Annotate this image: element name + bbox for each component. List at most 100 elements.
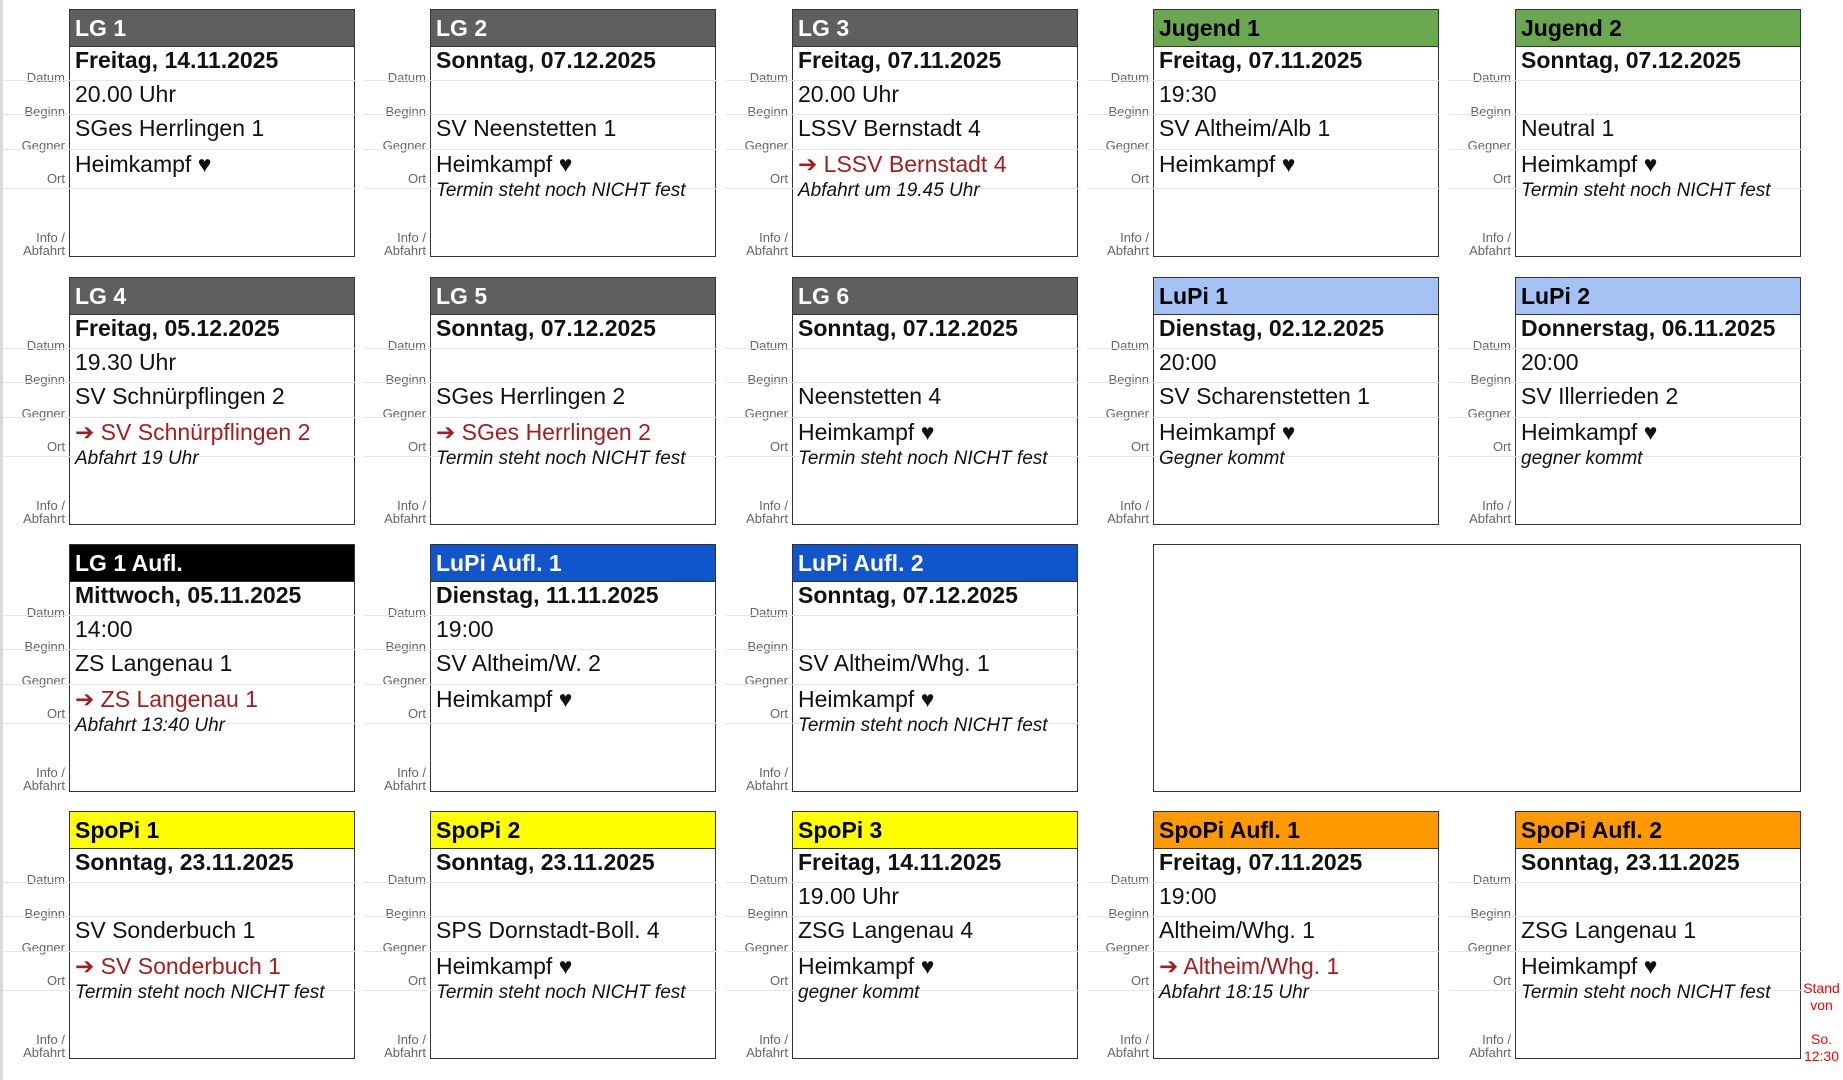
- label-beginn: Beginn: [1470, 906, 1511, 921]
- team-block: Datum Beginn Gegner Ort Info / Abfahrt LG 1 F…: [0, 9, 356, 257]
- label-ort: Ort: [407, 439, 426, 454]
- label-info: Info /: [397, 230, 426, 245]
- beginn-value: 19:30: [1159, 81, 1217, 107]
- label-info: Info /: [759, 498, 788, 513]
- ort-value: Heimkampf ♥: [1521, 953, 1658, 979]
- team-card: LG 6 Sonntag, 07.12.2025 Neenstetten 4 H…: [726, 277, 1079, 525]
- ort-value: ➔ SV Schnürpflingen 2: [75, 419, 311, 445]
- gegner-value: SGes Herrlingen 1: [75, 115, 265, 141]
- team-name: LG 1: [70, 10, 354, 47]
- datum-value: Freitag, 14.11.2025: [798, 849, 1002, 875]
- ort-value: Heimkampf ♥: [1521, 419, 1658, 445]
- label-gegner: Gegner: [1105, 138, 1149, 153]
- ort-value: Heimkampf ♥: [1159, 419, 1296, 445]
- ort-value: Heimkampf ♥: [436, 953, 573, 979]
- gegner-value: SV Illerrieden 2: [1521, 383, 1679, 409]
- label-abfahrt: Abfahrt: [1469, 511, 1511, 526]
- label-info: Info /: [36, 1032, 65, 1047]
- label-gegner: Gegner: [382, 406, 426, 421]
- label-datum: Datum: [387, 70, 426, 85]
- info-value: Abfahrt 19 Uhr: [75, 448, 199, 469]
- label-gegner: Gegner: [21, 673, 65, 688]
- beginn-value: 20.00 Uhr: [75, 81, 177, 107]
- ort-value: Heimkampf ♥: [798, 419, 935, 445]
- label-abfahrt: Abfahrt: [746, 511, 788, 526]
- team-card: Jugend 1 Freitag, 07.11.2025 19:30 SV Al…: [1087, 9, 1440, 257]
- label-datum: Datum: [1110, 70, 1149, 85]
- datum-value: Freitag, 07.11.2025: [798, 47, 1002, 73]
- label-abfahrt: Abfahrt: [384, 243, 426, 258]
- team-name: LuPi Aufl. 1: [431, 545, 715, 582]
- team-card: LG 4 Freitag, 05.12.2025 19.30 Uhr SV Sc…: [3, 277, 356, 525]
- info-value: Termin steht noch NICHT fest: [1521, 982, 1771, 1003]
- label-gegner: Gegner: [382, 138, 426, 153]
- label-gegner: Gegner: [744, 138, 788, 153]
- gegner-value: SGes Herrlingen 2: [436, 383, 626, 409]
- ort-value: Heimkampf ♥: [75, 151, 212, 177]
- info-value: Gegner kommt: [1159, 448, 1285, 469]
- ort-value: Heimkampf ♥: [1521, 151, 1658, 177]
- team-block: Datum Beginn Gegner Ort Info / Abfahrt SpoPi …: [1446, 811, 1802, 1059]
- team-card: SpoPi 3 Freitag, 14.11.2025 19.00 Uhr ZS…: [726, 811, 1079, 1059]
- label-gegner: Gegner: [382, 940, 426, 955]
- label-gegner: Gegner: [21, 940, 65, 955]
- info-value: Termin steht noch NICHT fest: [436, 982, 686, 1003]
- beginn-value: 20:00: [1159, 349, 1217, 375]
- label-datum: Datum: [749, 338, 788, 353]
- label-datum: Datum: [26, 338, 65, 353]
- ort-value: ➔ Altheim/Whg. 1: [1159, 953, 1340, 979]
- team-name: SpoPi 2: [431, 812, 715, 849]
- datum-value: Sonntag, 07.12.2025: [436, 47, 656, 73]
- datum-value: Mittwoch, 05.11.2025: [75, 582, 302, 608]
- team-name: LG 2: [431, 10, 715, 47]
- datum-value: Sonntag, 23.11.2025: [436, 849, 655, 875]
- team-card: LuPi Aufl. 2 Sonntag, 07.12.2025 SV Alth…: [726, 544, 1079, 792]
- label-datum: Datum: [26, 605, 65, 620]
- info-value: gegner kommt: [798, 982, 920, 1003]
- team-name: SpoPi Aufl. 2: [1516, 812, 1800, 849]
- label-gegner: Gegner: [1105, 940, 1149, 955]
- label-info: Info /: [1120, 498, 1149, 513]
- info-value: Termin steht noch NICHT fest: [75, 982, 325, 1003]
- label-beginn: Beginn: [1108, 372, 1149, 387]
- label-gegner: Gegner: [382, 673, 426, 688]
- label-beginn: Beginn: [24, 639, 65, 654]
- label-ort: Ort: [769, 706, 788, 721]
- label-gegner: Gegner: [21, 406, 65, 421]
- gegner-value: Neenstetten 4: [798, 383, 942, 409]
- team-name: LuPi 2: [1516, 278, 1800, 315]
- ort-value: Heimkampf ♥: [436, 686, 573, 712]
- label-info: Info /: [1120, 1032, 1149, 1047]
- label-datum: Datum: [1110, 338, 1149, 353]
- team-block: Datum Beginn Gegner Ort Info / Abfahrt LG 4 F…: [0, 277, 356, 525]
- label-gegner: Gegner: [1467, 406, 1511, 421]
- datum-value: Sonntag, 23.11.2025: [1521, 849, 1740, 875]
- team-card: LG 1 Aufl. Mittwoch, 05.11.2025 14:00 ZS…: [3, 544, 356, 792]
- label-ort: Ort: [407, 171, 426, 186]
- label-abfahrt: Abfahrt: [1107, 243, 1149, 258]
- label-beginn: Beginn: [24, 906, 65, 921]
- gegner-value: Neutral 1: [1521, 115, 1615, 141]
- team-block: Datum Beginn Gegner Ort Info / Abfahrt Jugend…: [1446, 9, 1802, 257]
- beginn-value: 19.30 Uhr: [75, 349, 177, 375]
- label-abfahrt: Abfahrt: [1107, 1045, 1149, 1060]
- team-block: Datum Beginn Gegner Ort Info / Abfahrt SpoPi …: [0, 811, 356, 1059]
- stand-line: 12:30: [1803, 1048, 1840, 1064]
- label-abfahrt: Abfahrt: [23, 243, 65, 258]
- label-info: Info /: [1482, 1032, 1511, 1047]
- label-datum: Datum: [26, 872, 65, 887]
- label-beginn: Beginn: [24, 104, 65, 119]
- label-datum: Datum: [387, 605, 426, 620]
- label-datum: Datum: [387, 872, 426, 887]
- info-value: Termin steht noch NICHT fest: [798, 448, 1048, 469]
- beginn-value: 20.00 Uhr: [798, 81, 900, 107]
- datum-value: Sonntag, 23.11.2025: [75, 849, 294, 875]
- team-name: Jugend 2: [1516, 10, 1800, 47]
- team-block: Datum Beginn Gegner Ort Info / Abfahrt SpoPi …: [1084, 811, 1440, 1059]
- team-name: LG 6: [793, 278, 1077, 315]
- team-block: Datum Beginn Gegner Ort Info / Abfahrt LG 3 F…: [723, 9, 1079, 257]
- label-beginn: Beginn: [1108, 906, 1149, 921]
- ort-value: Heimkampf ♥: [798, 953, 935, 979]
- ort-value: ➔ ZS Langenau 1: [75, 686, 258, 712]
- label-abfahrt: Abfahrt: [23, 778, 65, 793]
